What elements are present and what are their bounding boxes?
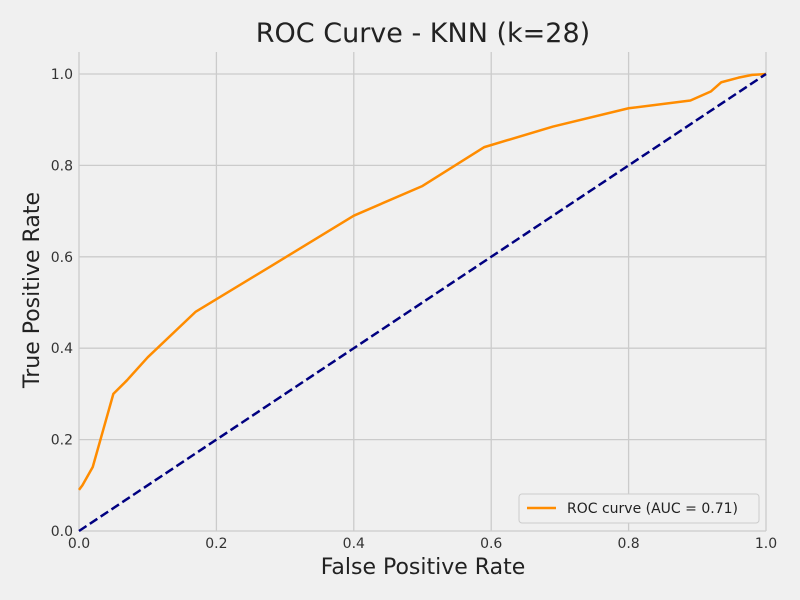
legend-box [518, 493, 760, 524]
y-axis-label: True Positive Rate [20, 192, 45, 389]
roc-curve-line [78, 72, 767, 491]
y-tick-label: 0.6 [51, 250, 73, 266]
y-tick-label: 1.0 [51, 67, 73, 83]
legend-label-roc: ROC curve (AUC = 0.71) [567, 501, 738, 517]
grid [78, 52, 767, 532]
tick-labels: 0.0 0.2 0.4 0.6 0.8 1.0 0.0 0.2 0.4 0.6 0.8 1.0 [51, 67, 777, 552]
x-tick-label: 0.2 [205, 536, 227, 552]
x-axis-label: False Positive Rate [321, 555, 525, 580]
y-tick-label: 0.0 [51, 524, 73, 540]
x-tick-label: 0.8 [617, 536, 639, 552]
y-tick-label: 0.4 [51, 341, 73, 357]
legend: ROC curve (AUC = 0.71) [518, 493, 760, 524]
x-tick-label: 1.0 [755, 536, 777, 552]
y-tick-label: 0.8 [51, 158, 73, 174]
plot-lines [78, 72, 767, 533]
diagonal-reference-line [78, 72, 767, 533]
y-tick-label: 0.2 [51, 433, 73, 449]
x-tick-label: 0.6 [480, 536, 502, 552]
x-tick-label: 0.0 [68, 536, 90, 552]
chart-title: ROC Curve - KNN (k=28) [256, 18, 590, 49]
x-tick-label: 0.4 [343, 536, 365, 552]
